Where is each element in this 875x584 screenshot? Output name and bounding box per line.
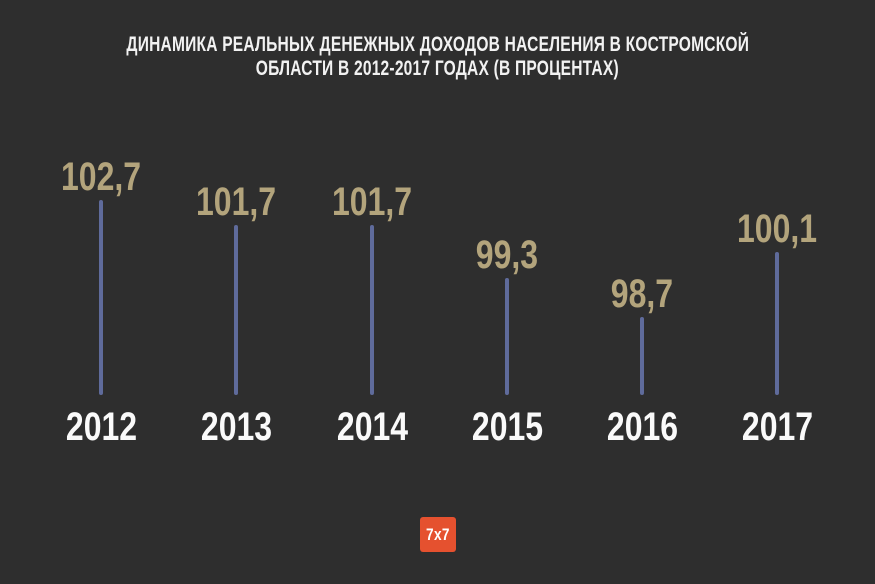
category-label-2012: 2012 bbox=[41, 404, 161, 450]
category-label-2016: 2016 bbox=[582, 404, 702, 450]
value-text-2016: 98,7 bbox=[610, 272, 674, 316]
value-label-2016: 98,7 bbox=[603, 272, 681, 316]
chart-column-2017: 100,1 bbox=[717, 207, 837, 395]
value-text-2012: 102,7 bbox=[60, 155, 142, 199]
chart-title: ДИНАМИКА РЕАЛЬНЫХ ДЕНЕЖНЫХ ДОХОДОВ НАСЕЛ… bbox=[0, 33, 875, 81]
category-text-2014: 2014 bbox=[336, 405, 408, 449]
7x7-logo: 7x7 bbox=[420, 517, 456, 552]
category-text-2015: 2015 bbox=[471, 405, 543, 449]
value-text-2017: 100,1 bbox=[736, 207, 818, 251]
value-label-2014: 101,7 bbox=[322, 180, 422, 224]
stem-2013 bbox=[234, 225, 238, 395]
category-text-2012: 2012 bbox=[65, 405, 137, 449]
category-label-2015: 2015 bbox=[447, 404, 567, 450]
7x7-logo-label: 7x7 bbox=[426, 524, 450, 544]
category-label-2014: 2014 bbox=[312, 404, 432, 450]
chart-column-2012: 102,7 bbox=[41, 155, 161, 395]
stem-2014 bbox=[370, 225, 374, 395]
chart-title-row-1: ДИНАМИКА РЕАЛЬНЫХ ДЕНЕЖНЫХ ДОХОДОВ НАСЕЛ… bbox=[0, 33, 875, 57]
stem-2017 bbox=[775, 252, 779, 395]
value-label-2013: 101,7 bbox=[186, 180, 286, 224]
value-text-2014: 101,7 bbox=[331, 180, 413, 224]
chart-column-2014: 101,7 bbox=[312, 180, 432, 395]
value-text-2015: 99,3 bbox=[475, 233, 539, 277]
chart-title-line-1: ДИНАМИКА РЕАЛЬНЫХ ДЕНЕЖНЫХ ДОХОДОВ НАСЕЛ… bbox=[126, 33, 749, 56]
stem-2012 bbox=[99, 200, 103, 395]
category-text-2017: 2017 bbox=[741, 405, 813, 449]
category-label-2013: 2013 bbox=[176, 404, 296, 450]
category-text-2016: 2016 bbox=[606, 405, 678, 449]
value-label-2012: 102,7 bbox=[51, 155, 151, 199]
chart-column-2016: 98,7 bbox=[582, 272, 702, 395]
stem-2016 bbox=[640, 317, 644, 395]
value-label-2017: 100,1 bbox=[727, 207, 827, 251]
category-text-2013: 2013 bbox=[200, 405, 272, 449]
chart-column-2013: 101,7 bbox=[176, 180, 296, 395]
value-label-2015: 99,3 bbox=[468, 233, 546, 277]
chart-title-row-2: ОБЛАСТИ В 2012-2017 ГОДАХ (В ПРОЦЕНТАХ) bbox=[0, 57, 875, 81]
stem-2015 bbox=[505, 278, 509, 395]
category-label-2017: 2017 bbox=[717, 404, 837, 450]
value-text-2013: 101,7 bbox=[195, 180, 277, 224]
chart-column-2015: 99,3 bbox=[447, 233, 567, 395]
chart-title-line-2: ОБЛАСТИ В 2012-2017 ГОДАХ (В ПРОЦЕНТАХ) bbox=[255, 57, 620, 80]
